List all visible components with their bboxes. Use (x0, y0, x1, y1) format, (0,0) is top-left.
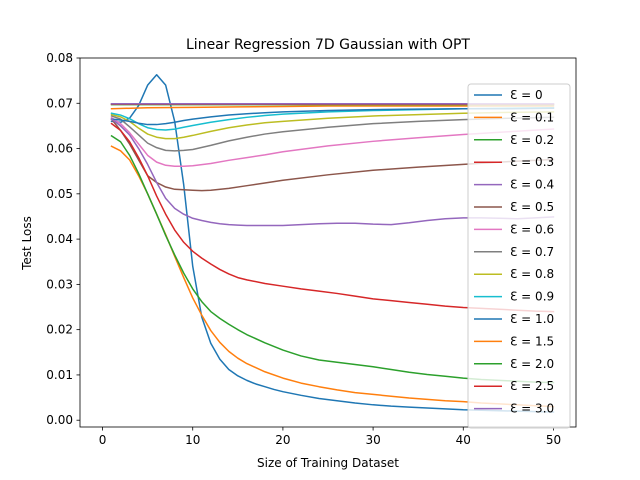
legend-entry-5: Ɛ = 0.5 (510, 200, 554, 214)
y-tick-label-1: 0.01 (46, 368, 73, 382)
legend-entry-2: Ɛ = 0.2 (510, 133, 554, 147)
x-tick-label-5: 50 (546, 433, 561, 447)
legend-entry-1: Ɛ = 0.1 (510, 110, 554, 124)
series-line-13 (110, 122, 555, 313)
y-tick-label-3: 0.03 (46, 277, 73, 291)
legend: Ɛ = 0 Ɛ = 0.1 Ɛ = 0.2 Ɛ = 0.3 Ɛ = 0.4 Ɛ = 0.5… (467, 83, 571, 429)
y-tick-label-6: 0.06 (46, 142, 73, 156)
y-tick-label-4: 0.04 (46, 232, 73, 246)
legend-entry-9: Ɛ = 0.9 (510, 290, 554, 304)
legend-entry-6: Ɛ = 0.6 (510, 222, 554, 236)
legend-entry-12: Ɛ = 2.0 (510, 357, 554, 371)
plot-frame (79, 57, 577, 428)
series-line-6 (110, 116, 555, 167)
series-line-7 (110, 114, 555, 152)
legend-entry-8: Ɛ = 0.8 (510, 267, 554, 281)
legend-entry-13: Ɛ = 2.5 (510, 379, 554, 393)
legend-entry-4: Ɛ = 0.4 (510, 178, 554, 192)
y-tick-label-0: 0.00 (46, 413, 73, 427)
series-line-10 (110, 107, 555, 126)
y-tick-label-7: 0.07 (46, 96, 73, 110)
series-line-12 (110, 134, 555, 384)
series-line-8 (110, 111, 555, 140)
legend-entry-11: Ɛ = 1.5 (510, 334, 554, 348)
y-tick-label-5: 0.05 (46, 187, 73, 201)
series-line-0 (110, 74, 555, 413)
legend-entry-7: Ɛ = 0.7 (510, 245, 554, 259)
legend-entry-10: Ɛ = 1.0 (510, 312, 554, 326)
x-tick-label-3: 30 (365, 433, 380, 447)
x-tick-label-1: 10 (185, 433, 200, 447)
y-axis-label: Test Loss (20, 216, 34, 271)
chart-title: Linear Regression 7D Gaussian with OPT (186, 37, 470, 53)
x-axis-label: Size of Training Dataset (257, 456, 399, 470)
x-tick-label-4: 40 (456, 433, 471, 447)
x-axis: 0 10 20 30 40 50 (99, 427, 561, 447)
y-tick-label-2: 0.02 (46, 323, 73, 337)
x-tick-label-0: 0 (99, 433, 107, 447)
legend-entry-0: Ɛ = 0 (510, 88, 543, 102)
x-tick-label-2: 20 (275, 433, 290, 447)
series-line-14 (110, 118, 555, 227)
legend-entry-14: Ɛ = 3.0 (510, 402, 554, 416)
y-tick-label-8: 0.08 (46, 51, 73, 65)
y-axis: 0.00 0.01 0.02 0.03 0.04 0.05 0.06 0.07 0.08 (46, 51, 80, 427)
legend-entry-3: Ɛ = 0.3 (510, 155, 554, 169)
